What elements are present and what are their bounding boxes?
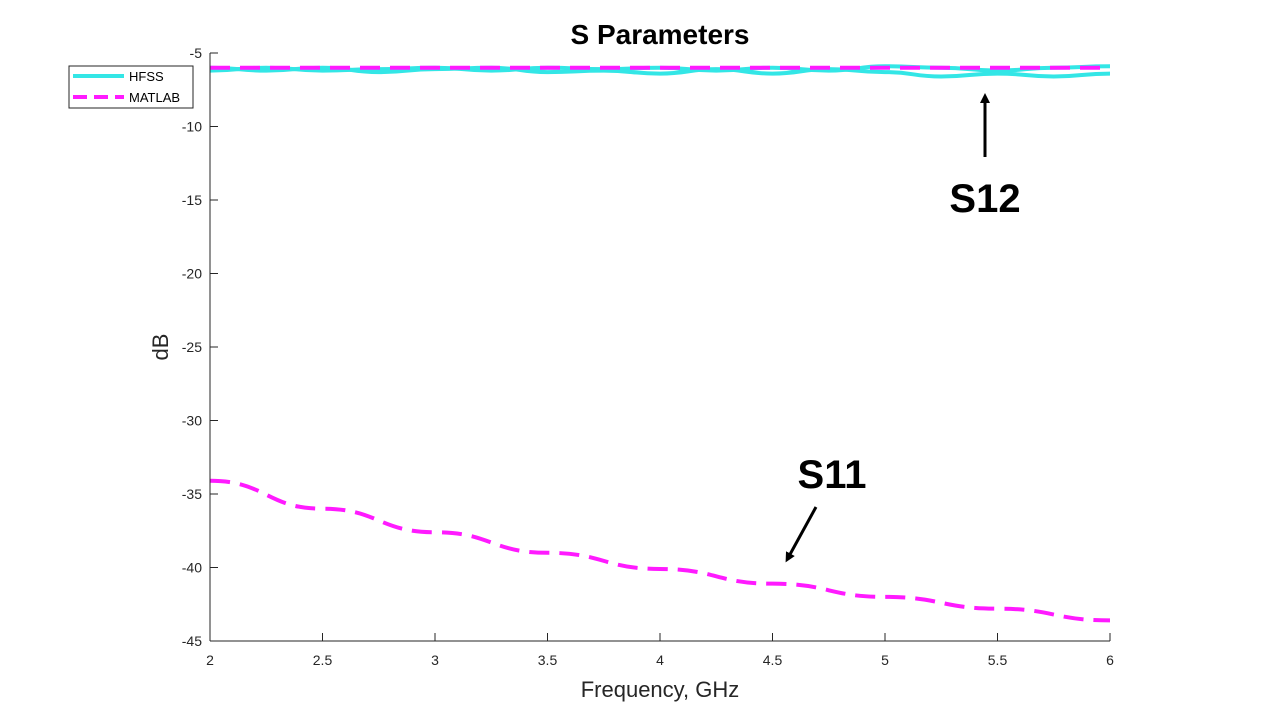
y-tick-label: -10 bbox=[182, 119, 202, 135]
y-tick-label: -35 bbox=[182, 486, 202, 502]
series-line-matlab-3 bbox=[209, 478, 1111, 623]
series-layer bbox=[209, 64, 1111, 623]
series-line-hfss-1 bbox=[209, 65, 1111, 79]
x-tick-label: 3.5 bbox=[538, 652, 558, 668]
legend: HFSS MATLAB bbox=[68, 65, 194, 109]
y-tick-label: -45 bbox=[182, 633, 202, 649]
annotation-s12-label: S12 bbox=[949, 177, 1020, 221]
y-tick-label: -40 bbox=[182, 560, 202, 576]
x-tick-label: 4.5 bbox=[763, 652, 783, 668]
legend-label-matlab: MATLAB bbox=[129, 90, 180, 105]
plot-area bbox=[210, 53, 1110, 641]
y-axis-label: dB bbox=[148, 334, 173, 361]
y-tick-label: -25 bbox=[182, 339, 202, 355]
chart-title: S Parameters bbox=[570, 19, 749, 50]
legend-box bbox=[68, 65, 194, 109]
y-tick-label: -5 bbox=[190, 45, 203, 61]
x-axis-label: Frequency, GHz bbox=[581, 677, 740, 702]
y-ticks: -5 -10 -15 -20 -25 -30 -35 -40 -45 bbox=[182, 45, 218, 649]
y-tick-label: -30 bbox=[182, 413, 202, 429]
annotation-s11-arrow bbox=[785, 506, 818, 563]
x-tick-label: 5.5 bbox=[988, 652, 1008, 668]
x-tick-label: 6 bbox=[1106, 652, 1114, 668]
x-tick-label: 4 bbox=[656, 652, 664, 668]
x-tick-label: 2.5 bbox=[313, 652, 333, 668]
x-tick-label: 3 bbox=[431, 652, 439, 668]
x-tick-label: 2 bbox=[206, 652, 214, 668]
x-ticks: 2 2.5 3 3.5 4 4.5 5 5.5 6 bbox=[206, 633, 1114, 668]
annotations: S12 S11 bbox=[785, 93, 1021, 563]
x-tick-label: 5 bbox=[881, 652, 889, 668]
legend-label-hfss: HFSS bbox=[129, 69, 164, 84]
y-tick-label: -15 bbox=[182, 192, 202, 208]
y-tick-label: -20 bbox=[182, 266, 202, 282]
annotation-s11-label: S11 bbox=[798, 453, 867, 497]
